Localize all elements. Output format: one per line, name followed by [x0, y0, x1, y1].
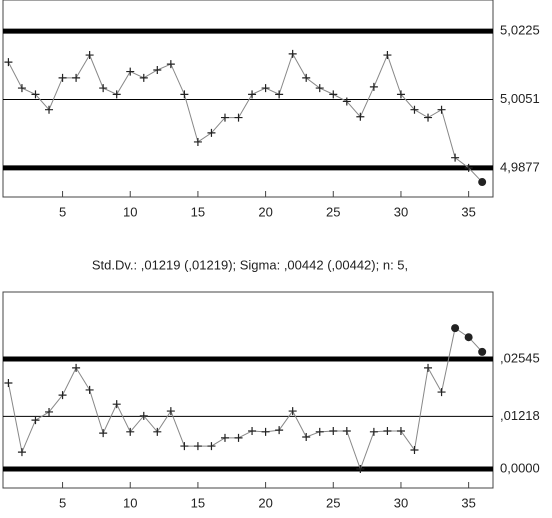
point-marker — [410, 105, 419, 114]
x-tick-label: 25 — [326, 495, 340, 510]
point-marker — [220, 433, 229, 442]
point-marker — [126, 67, 135, 76]
point-marker — [72, 363, 81, 372]
plot-frame — [2, 291, 494, 489]
point-marker — [437, 388, 446, 397]
out-of-control-point — [478, 178, 487, 187]
y-tick-label: 5,0051 — [500, 91, 540, 106]
point-marker — [99, 84, 108, 93]
point-marker — [126, 427, 135, 436]
point-marker — [302, 73, 311, 82]
x-tick-label: 20 — [258, 495, 272, 510]
point-marker — [248, 426, 257, 435]
point-marker — [410, 445, 419, 454]
point-marker — [234, 433, 243, 442]
point-marker — [112, 400, 121, 409]
x-tick-label: 25 — [326, 204, 340, 219]
point-marker — [342, 97, 351, 106]
point-marker — [464, 163, 473, 172]
point-marker — [72, 73, 81, 82]
x-tick-label: 5 — [59, 495, 66, 510]
x-tick-label: 5 — [59, 204, 66, 219]
out-of-control-point — [451, 324, 460, 333]
point-marker — [139, 73, 148, 82]
point-marker — [220, 113, 229, 122]
x-tick-label: 30 — [394, 204, 408, 219]
point-marker — [166, 60, 175, 69]
point-marker — [166, 407, 175, 416]
point-marker — [288, 407, 297, 416]
point-marker — [315, 427, 324, 436]
x-tick-label: 20 — [258, 204, 272, 219]
x-tick-label: 15 — [191, 204, 205, 219]
point-marker — [45, 105, 54, 114]
point-marker — [31, 416, 40, 425]
y-tick-label: 0,0000 — [500, 460, 540, 475]
point-marker — [112, 90, 121, 99]
point-marker — [329, 90, 338, 99]
point-marker — [383, 51, 392, 60]
series-line — [7, 327, 483, 471]
point-marker — [261, 84, 270, 93]
point-marker — [180, 90, 189, 99]
y-tick-label: 5,0225 — [500, 23, 540, 38]
point-marker — [248, 90, 257, 99]
point-marker — [356, 112, 365, 121]
point-marker — [153, 427, 162, 436]
x-tick-label: 30 — [394, 495, 408, 510]
point-marker — [153, 65, 162, 74]
point-marker — [329, 426, 338, 435]
point-marker — [207, 128, 216, 137]
y-tick-label: 4,9877 — [500, 159, 540, 174]
point-marker — [396, 90, 405, 99]
point-marker — [275, 90, 284, 99]
point-marker — [45, 407, 54, 416]
point-marker — [99, 429, 108, 438]
point-marker — [261, 427, 270, 436]
point-marker — [17, 84, 26, 93]
point-marker — [139, 411, 148, 420]
point-marker — [369, 427, 378, 436]
point-marker — [356, 464, 365, 473]
point-marker — [4, 379, 13, 387]
point-marker — [383, 426, 392, 435]
point-marker — [207, 442, 216, 451]
point-marker — [193, 442, 202, 451]
point-marker — [288, 49, 297, 58]
point-marker — [17, 448, 26, 457]
point-marker — [342, 426, 351, 435]
point-marker — [396, 426, 405, 435]
series-line — [7, 52, 483, 183]
point-marker — [4, 58, 13, 67]
out-of-control-point — [464, 333, 473, 342]
x-tick-label: 10 — [123, 204, 137, 219]
point-marker — [31, 90, 40, 99]
out-of-control-point — [478, 347, 487, 356]
point-marker — [275, 426, 284, 435]
point-marker — [437, 105, 446, 114]
point-marker — [58, 391, 67, 400]
point-marker — [424, 113, 433, 122]
point-marker — [58, 73, 67, 82]
x-tick-label: 15 — [191, 495, 205, 510]
plot-frame — [2, 0, 494, 198]
y-tick-label: ,02545 — [500, 350, 540, 365]
point-marker — [424, 363, 433, 372]
point-marker — [85, 51, 94, 60]
point-marker — [85, 385, 94, 394]
point-marker — [451, 153, 460, 162]
point-marker — [180, 442, 189, 451]
point-marker — [234, 113, 243, 122]
y-tick-label: ,01218 — [500, 408, 540, 423]
point-marker — [315, 84, 324, 93]
x-tick-label: 10 — [123, 495, 137, 510]
point-marker — [193, 137, 202, 146]
x-tick-label: 35 — [461, 495, 475, 510]
x-tick-label: 35 — [461, 204, 475, 219]
point-marker — [369, 82, 378, 91]
point-marker — [302, 433, 311, 442]
chart-title: Std.Dv.: ,01219 (,01219); Sigma: ,00442 … — [92, 257, 408, 272]
